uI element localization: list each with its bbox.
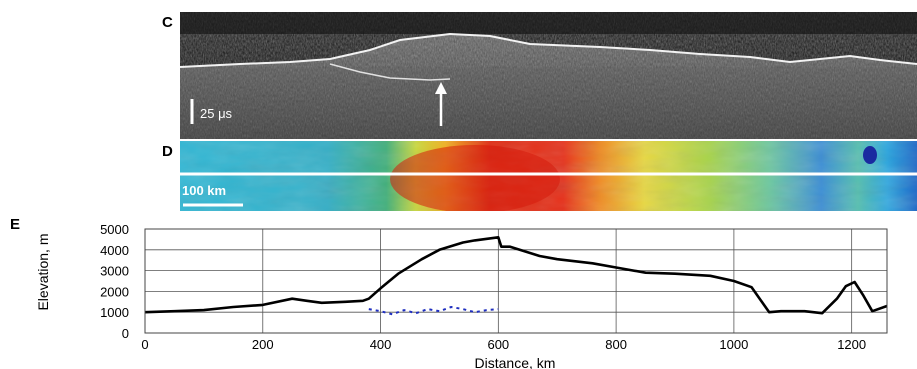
y-tick-label: 5000: [100, 222, 129, 237]
plot-frame: [144, 228, 888, 334]
distance-scale-label: 100 km: [182, 183, 226, 198]
x-tick-label: 800: [605, 337, 627, 352]
panel-e-label: E: [10, 216, 21, 233]
y-tick-label: 4000: [100, 243, 129, 258]
chart-grid: [144, 228, 887, 334]
time-scale-label: 25 μs: [200, 106, 233, 121]
elevation-profile-chart: 0 1000 2000 3000 4000 5000 0 200 400 600 800 1000 12…: [35, 222, 888, 369]
y-tick-label: 1000: [100, 305, 129, 320]
panel-c-label: C: [162, 14, 173, 31]
surface-elevation-series: [144, 235, 888, 315]
y-tick-label: 0: [122, 326, 129, 341]
x-tick-label: 1200: [837, 337, 866, 352]
y-axis-label: Elevation, m: [35, 233, 51, 310]
x-tick-label: 400: [370, 337, 392, 352]
y-tick-label: 3000: [100, 264, 129, 279]
topography-map: 100 km: [180, 141, 917, 211]
panel-d-label: D: [162, 143, 173, 160]
x-tick-label: 1000: [719, 337, 748, 352]
chart-series: [144, 235, 888, 316]
subsurface-reflector-series: [368, 306, 499, 316]
y-tick-label: 2000: [100, 284, 129, 299]
x-tick-label: 600: [487, 337, 509, 352]
axis-ticks: 0 1000 2000 3000 4000 5000 0 200 400 600 800 1000 12…: [100, 222, 866, 352]
x-axis-label: Distance, km: [475, 355, 556, 369]
radar-sounding-image: 25 μs: [180, 12, 917, 139]
x-tick-label: 200: [252, 337, 274, 352]
x-tick-label: 0: [141, 337, 148, 352]
